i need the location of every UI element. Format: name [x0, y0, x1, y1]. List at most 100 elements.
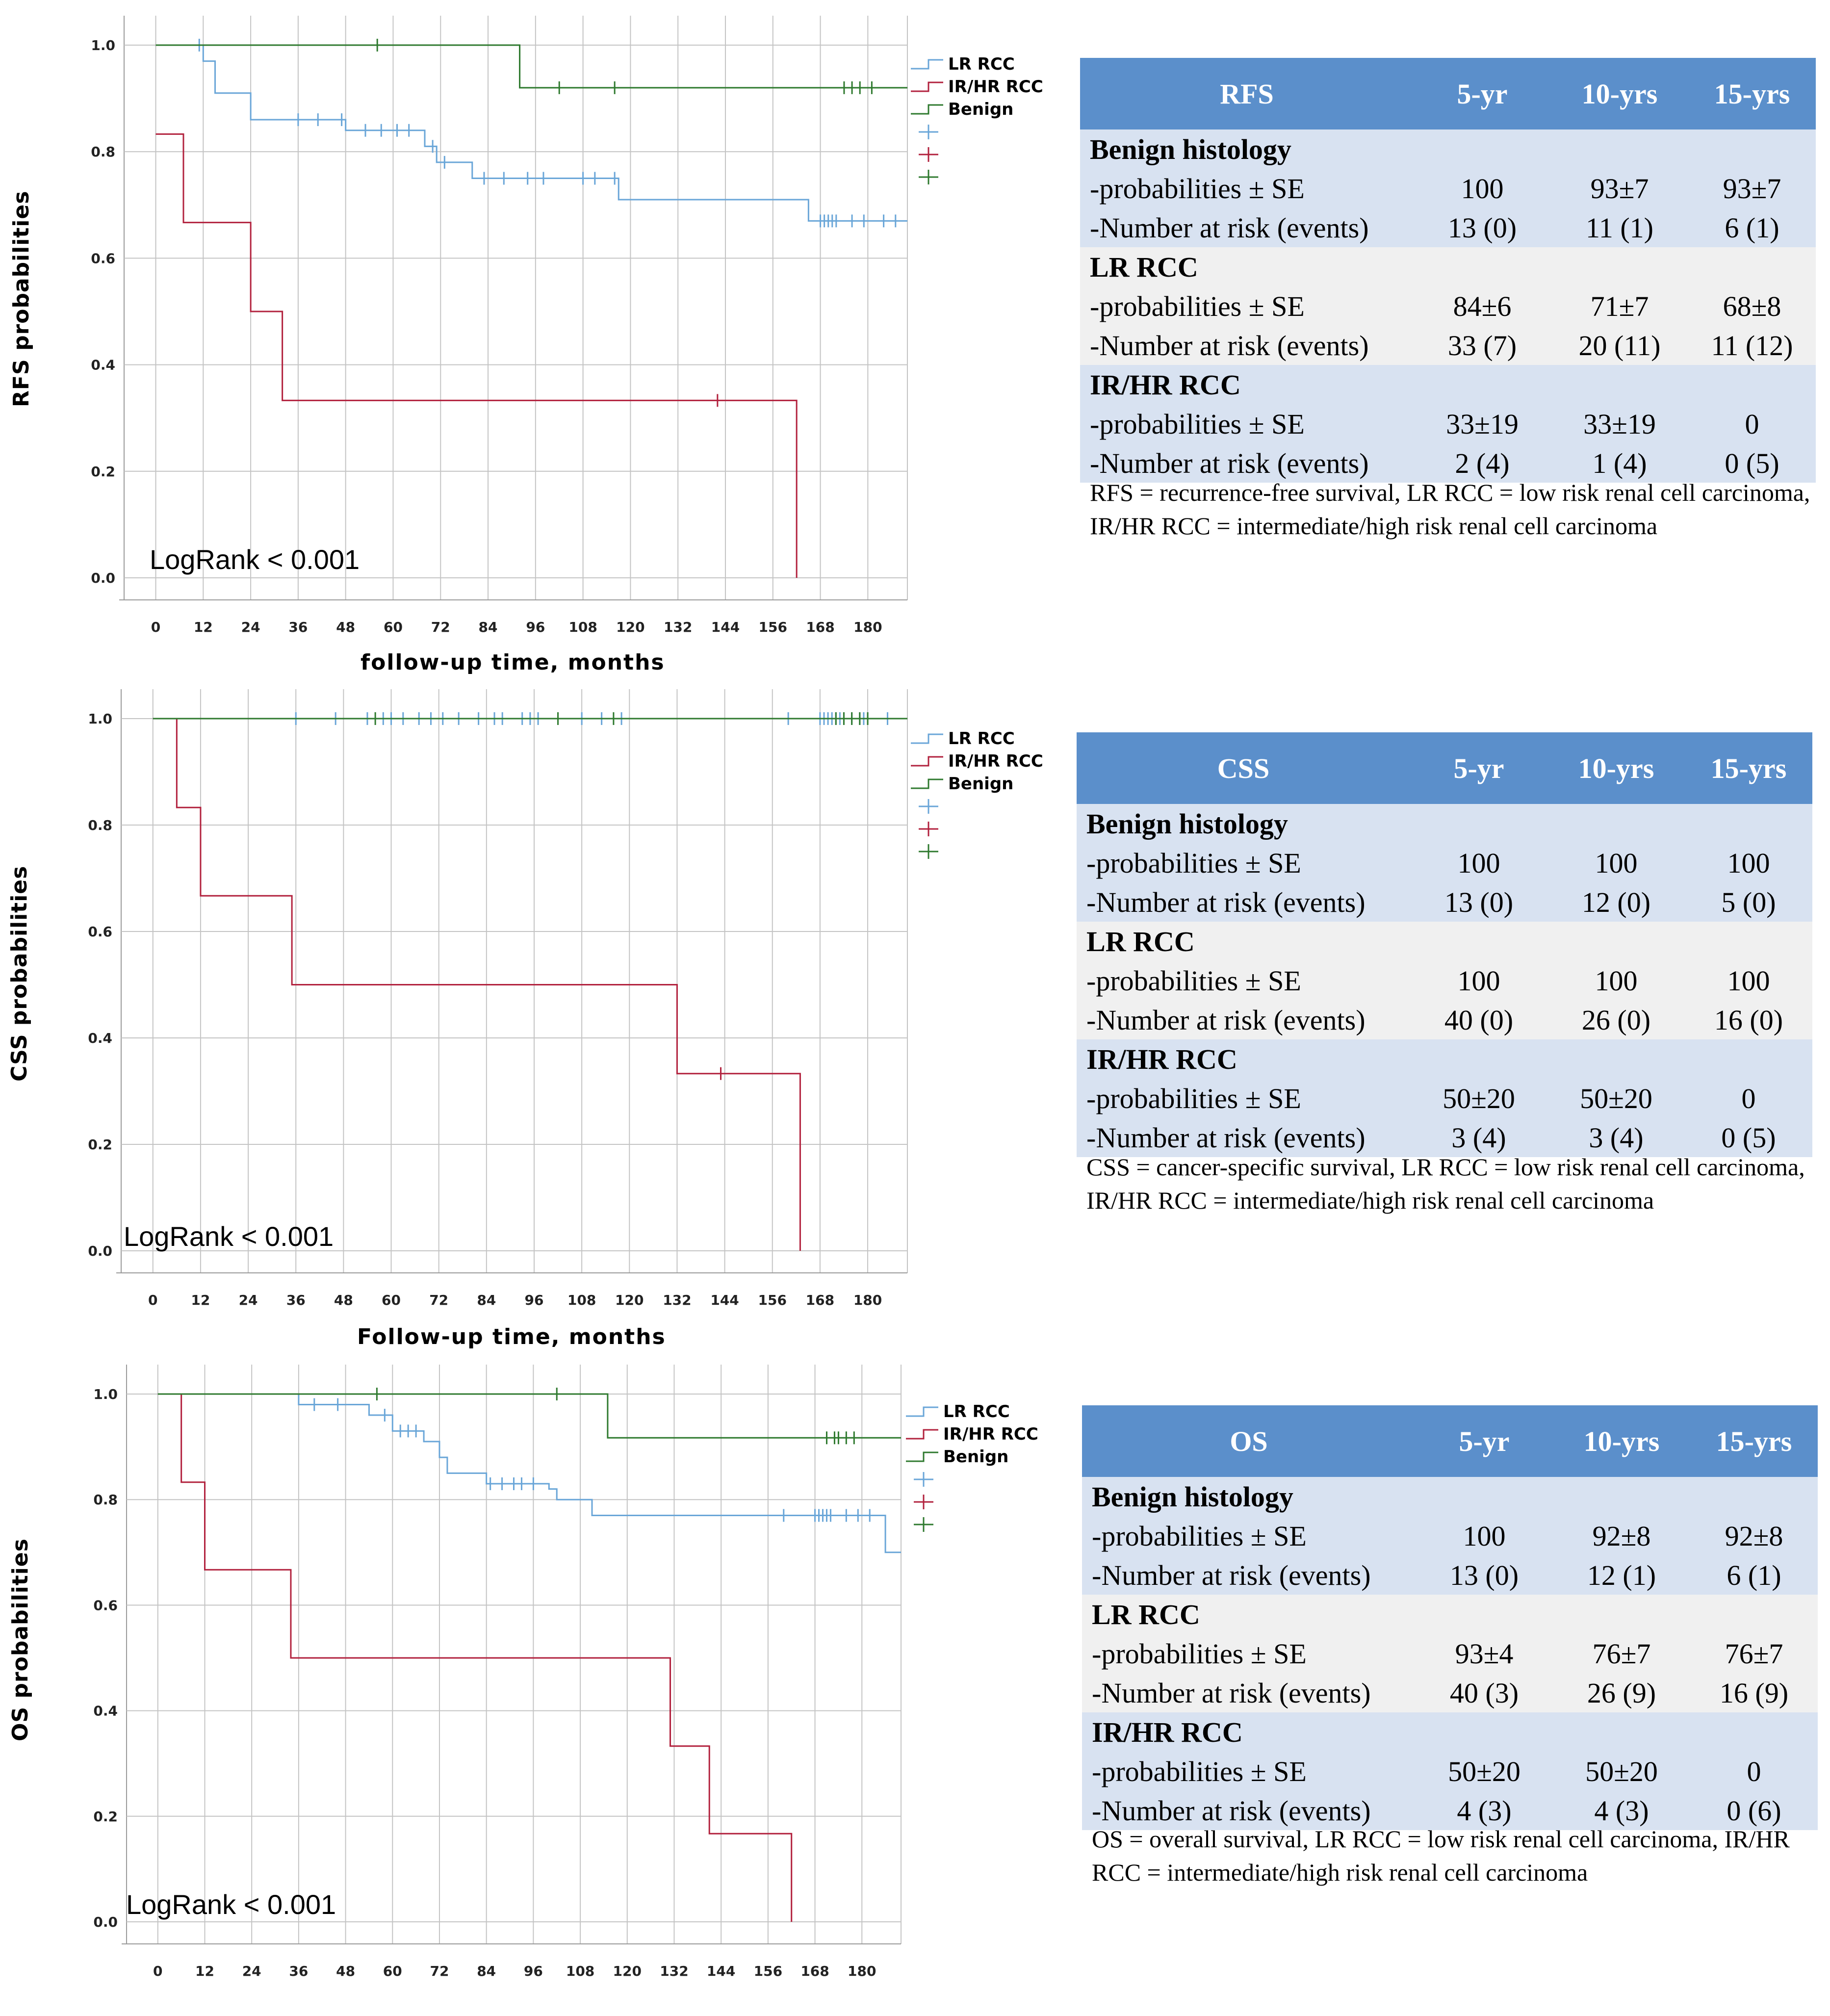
y-tick-label: 0.8 — [91, 144, 115, 160]
y-tick-label: 0.2 — [93, 1809, 118, 1825]
css-logrank-annotation: LogRank < 0.001 — [124, 1221, 334, 1252]
css-y-axis-title: CSS probabilities — [7, 865, 32, 1082]
table-row: -Number at risk (events) 13 (0) 11 (1) 6… — [1080, 208, 1816, 247]
table-cell: 50±20 — [1416, 1752, 1553, 1791]
table-cell: 93±4 — [1416, 1634, 1553, 1673]
legend-censor-ir — [905, 1491, 1038, 1513]
table-row: -probabilities ± SE 84±6 71±7 68±8 — [1080, 286, 1816, 326]
table-cell: 93±7 — [1551, 169, 1688, 208]
css-x-axis-title: Follow-up time, months — [357, 1324, 666, 1349]
table-cell: 26 (0) — [1547, 1000, 1685, 1039]
table-cell: 12 (0) — [1547, 882, 1685, 922]
x-tick-label: 144 — [707, 1963, 735, 1979]
table-group-row: LR RCC — [1082, 1595, 1818, 1634]
legend-label: IR/HR RCC — [948, 77, 1043, 97]
legend-item-benign: Benign — [905, 1446, 1038, 1468]
y-tick-label: 1.0 — [93, 1386, 118, 1402]
table-cell: 50±20 — [1547, 1079, 1685, 1118]
table-row: -probabilities ± SE 50±20 50±20 0 — [1082, 1752, 1818, 1791]
table-cell: 3 (4) — [1547, 1118, 1685, 1157]
table-cell: 33 (7) — [1414, 326, 1551, 365]
row-label: -probabilities ± SE — [1080, 169, 1414, 208]
table-row: -Number at risk (events) 13 (0) 12 (0) 5… — [1077, 882, 1812, 922]
table-cell: 100 — [1685, 843, 1812, 882]
x-tick-label: 96 — [524, 1292, 543, 1308]
row-label: -Number at risk (events) — [1077, 1118, 1410, 1157]
x-tick-label: 168 — [806, 1292, 834, 1308]
x-tick-label: 84 — [477, 1963, 496, 1979]
table-row: -Number at risk (events) 33 (7) 20 (11) … — [1080, 326, 1816, 365]
table-cell: 100 — [1410, 843, 1547, 882]
x-tick-label: 60 — [383, 1963, 402, 1979]
table-row: -probabilities ± SE 93±4 76±7 76±7 — [1082, 1634, 1818, 1673]
legend-swatch-benign — [906, 1451, 938, 1462]
km-curve-lr — [155, 44, 907, 222]
x-tick-label: 108 — [568, 619, 597, 635]
x-tick-label: 132 — [663, 1292, 691, 1308]
table-cell: 0 — [1685, 1079, 1812, 1118]
legend-item-ir-hr-rcc: IR/HR RCC — [910, 750, 1043, 773]
x-tick-label: 72 — [431, 619, 450, 635]
rfs-legend: LR RCC IR/HR RCC Benign — [910, 53, 1043, 188]
table-row: -probabilities ± SE 50±20 50±20 0 — [1077, 1079, 1812, 1118]
table-header-row: OS 5-yr 10-yrs 15-yrs — [1082, 1405, 1818, 1477]
rfs-km-chart: 1.0 0.8 0.6 0.4 0.2 0.0 0 12 24 36 48 60 72 84 96 108 12… — [91, 16, 908, 635]
km-curve-ir — [155, 133, 798, 578]
x-tick-label: 180 — [853, 1292, 882, 1308]
x-tick-label: 0 — [153, 1963, 162, 1979]
css-legend: LR RCC IR/HR RCC Benign — [910, 727, 1043, 863]
os-table: OS 5-yr 10-yrs 15-yrs Benign histology -… — [1082, 1405, 1818, 1830]
y-tick-label: 0.8 — [93, 1492, 118, 1508]
row-label: -probabilities ± SE — [1082, 1752, 1416, 1791]
css-panel: 1.0 0.8 0.6 0.4 0.2 0.0 0 12 24 36 48 60 72 84 96 108 12… — [0, 674, 1830, 1349]
group-name: LR RCC — [1082, 1595, 1818, 1634]
x-tick-label: 168 — [806, 619, 834, 635]
x-tick-label: 12 — [191, 1292, 210, 1308]
x-tick-label: 60 — [384, 619, 403, 635]
x-tick-label: 120 — [613, 1963, 642, 1979]
os-footnote: OS = overall survival, LR RCC = low risk… — [1092, 1825, 1790, 1886]
row-label: -probabilities ± SE — [1080, 286, 1414, 326]
row-label: -probabilities ± SE — [1077, 961, 1410, 1000]
os-panel: 1.0 0.8 0.6 0.4 0.2 0.0 0 12 24 36 48 60 72 84 96 108 12… — [0, 1349, 1830, 2016]
x-tick-label: 120 — [615, 1292, 644, 1308]
table-cell: 20 (11) — [1551, 326, 1688, 365]
table-cell: 13 (0) — [1416, 1555, 1553, 1595]
legend-swatch-lr — [911, 733, 943, 744]
table-row: -probabilities ± SE 33±19 33±19 0 — [1080, 404, 1816, 443]
legend-item-ir-hr-rcc: IR/HR RCC — [910, 76, 1043, 98]
x-tick-label: 72 — [430, 1963, 449, 1979]
table-cell: 68±8 — [1688, 286, 1816, 326]
x-tick-label: 144 — [710, 1292, 739, 1308]
table-cell: 40 (3) — [1416, 1673, 1553, 1712]
group-name: Benign histology — [1077, 804, 1812, 843]
legend-swatch-lr — [906, 1406, 938, 1417]
table-cell: 76±7 — [1553, 1634, 1690, 1673]
y-tick-label: 0.6 — [93, 1597, 118, 1613]
css-footnote: CSS = cancer-specific survival, LR RCC =… — [1086, 1153, 1805, 1214]
x-tick-label: 48 — [336, 619, 355, 635]
table-header-cell: CSS — [1077, 732, 1410, 804]
x-tick-label: 108 — [567, 1292, 596, 1308]
row-label: -Number at risk (events) — [1082, 1673, 1416, 1712]
legend-label: Benign — [948, 100, 1014, 119]
table-row: -Number at risk (events) 3 (4) 3 (4) 0 (… — [1077, 1118, 1812, 1157]
table-cell: 100 — [1685, 961, 1812, 1000]
group-name: LR RCC — [1077, 922, 1812, 961]
legend-censor-benign — [905, 1513, 1038, 1536]
table-row: -probabilities ± SE 100 92±8 92±8 — [1082, 1516, 1818, 1555]
os-legend: LR RCC IR/HR RCC Benign — [905, 1400, 1038, 1536]
legend-item-lr-rcc: LR RCC — [905, 1400, 1038, 1423]
row-label: -probabilities ± SE — [1077, 1079, 1410, 1118]
table-cell: 76±7 — [1690, 1634, 1818, 1673]
table-header-cell: 5-yr — [1416, 1405, 1553, 1477]
table-cell: 26 (9) — [1553, 1673, 1690, 1712]
legend-censor-lr — [910, 795, 1043, 818]
legend-label: LR RCC — [948, 729, 1015, 749]
table-cell: 84±6 — [1414, 286, 1551, 326]
x-tick-label: 0 — [148, 1292, 157, 1308]
y-tick-label: 0.4 — [88, 1030, 112, 1046]
x-tick-label: 36 — [288, 619, 308, 635]
table-cell: 40 (0) — [1410, 1000, 1547, 1039]
table-header-cell: 15-yrs — [1685, 732, 1812, 804]
